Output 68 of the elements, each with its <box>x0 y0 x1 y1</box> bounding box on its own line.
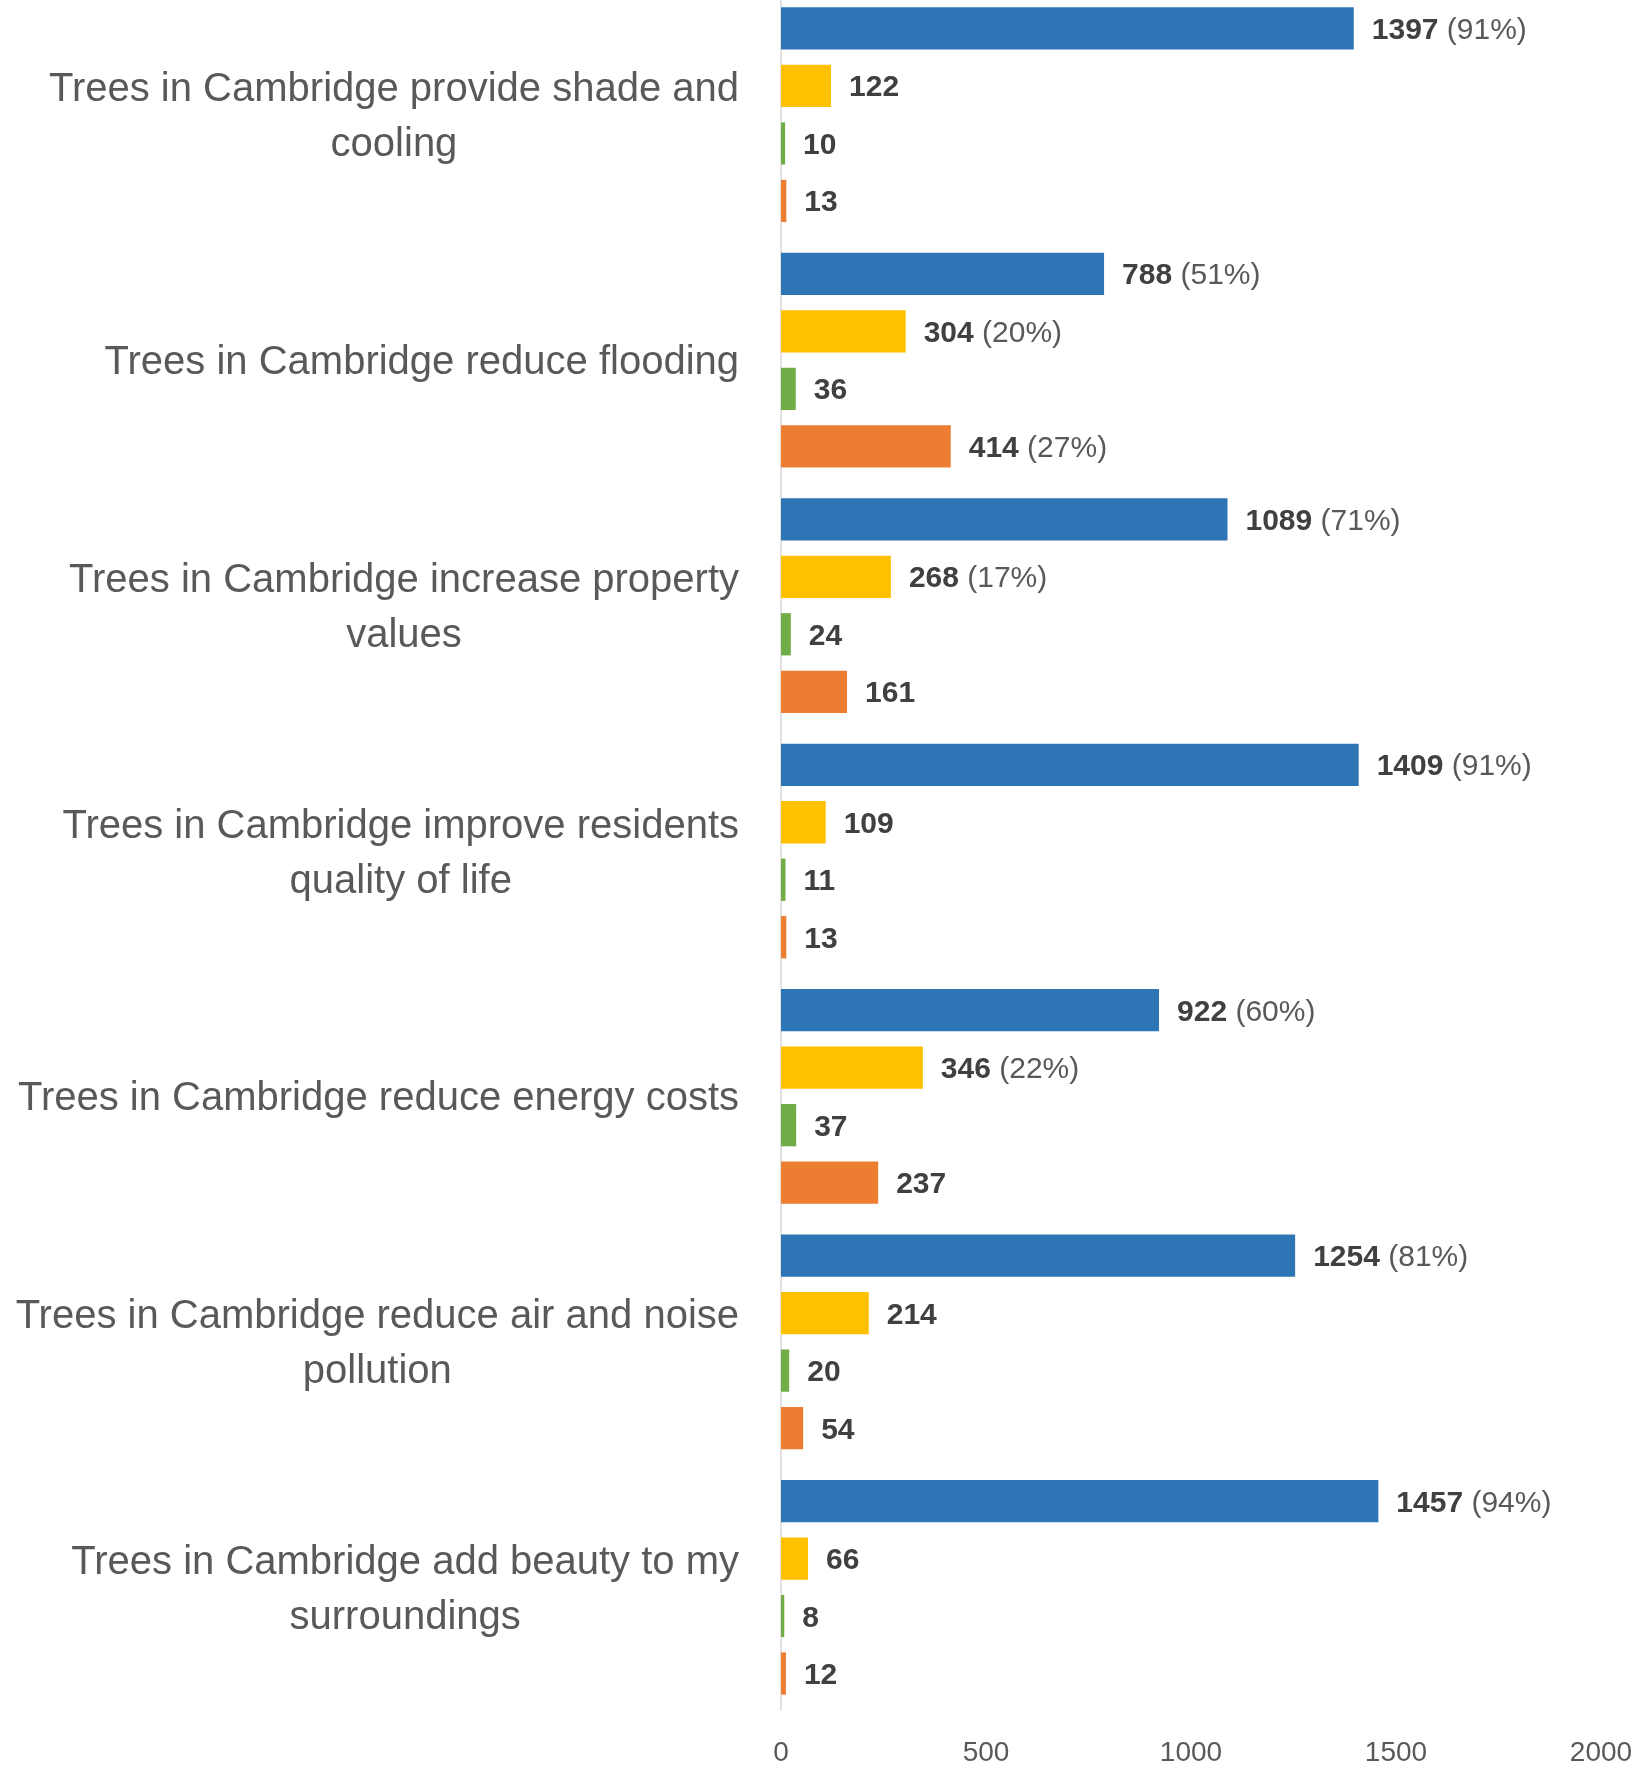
bar <box>781 252 1105 296</box>
data-label: 1089 (71%) <box>1245 502 1401 536</box>
y-tick-label: Trees in Cambridge provide shade and cooling <box>48 65 740 165</box>
x-tick-label: 0 <box>773 1735 789 1767</box>
x-tick-label: 1000 <box>1159 1735 1223 1767</box>
bar <box>781 801 826 844</box>
bar <box>781 1291 869 1335</box>
bar <box>781 498 1228 541</box>
data-label: 12 <box>803 1657 838 1691</box>
data-label: 304 (20%) <box>923 314 1063 348</box>
data-label: 214 <box>886 1296 938 1330</box>
data-label: 13 <box>804 184 838 218</box>
data-label: 24 <box>808 617 843 651</box>
bar <box>781 670 848 713</box>
y-tick-label: Trees in Cambridge improve residents quality of life <box>62 801 739 901</box>
y-tick-label: Trees in Cambridge add beauty to my surroundings <box>71 1537 739 1637</box>
data-label: 161 <box>865 675 916 709</box>
data-label: 1457 (94%) <box>1396 1484 1552 1518</box>
x-tick-label: 500 <box>962 1735 1010 1767</box>
data-label: 8 <box>802 1599 819 1633</box>
data-label: 922 (60%) <box>1177 993 1316 1027</box>
data-label: 788 (51%) <box>1122 257 1261 291</box>
x-tick-label: 1500 <box>1364 1735 1428 1767</box>
bar <box>781 425 951 468</box>
data-label: 1397 (91%) <box>1371 11 1527 45</box>
bar <box>781 1652 786 1695</box>
bar <box>781 1234 1296 1277</box>
bar <box>781 1594 785 1638</box>
bar <box>781 367 796 411</box>
data-label: 237 <box>896 1166 947 1200</box>
data-label: 54 <box>821 1411 855 1445</box>
data-label: 268 (17%) <box>908 560 1048 594</box>
bar <box>781 179 787 223</box>
bar <box>781 122 786 165</box>
data-label: 37 <box>814 1108 848 1142</box>
data-label: 10 <box>803 126 837 160</box>
bar <box>781 1349 790 1392</box>
data-label: 36 <box>813 372 848 406</box>
data-label: 122 <box>849 69 900 103</box>
data-label: 414 (27%) <box>968 429 1108 463</box>
data-label: 11 <box>803 863 836 897</box>
data-label: 346 (22%) <box>940 1051 1080 1085</box>
bar <box>781 1104 797 1147</box>
bar <box>781 1537 809 1580</box>
bar <box>781 1046 923 1089</box>
bar <box>781 555 891 598</box>
data-label: 1254 (81%) <box>1313 1239 1469 1273</box>
bar <box>781 989 1160 1032</box>
bar <box>781 858 786 901</box>
bar <box>781 1479 1379 1523</box>
bar <box>781 7 1354 50</box>
data-label: 13 <box>804 920 838 954</box>
bar <box>781 743 1359 786</box>
data-label: 109 <box>843 805 894 839</box>
y-tick-label: Trees in Cambridge reduce flooding <box>104 338 739 383</box>
bar <box>781 64 832 108</box>
bar <box>781 1161 879 1204</box>
x-tick-label: 2000 <box>1569 1735 1633 1767</box>
data-label: 1409 (91%) <box>1376 748 1532 782</box>
data-label: 66 <box>826 1542 860 1576</box>
y-tick-label: Trees in Cambridge reduce energy costs <box>17 1074 739 1119</box>
y-tick-label: Trees in Cambridge increase property values <box>69 556 739 656</box>
data-label: 20 <box>807 1354 841 1388</box>
y-tick-label: Trees in Cambridge reduce air and noise pollution <box>15 1292 739 1392</box>
bar <box>781 613 791 656</box>
bar <box>781 310 906 353</box>
bar <box>781 916 787 959</box>
bar <box>781 1406 804 1450</box>
